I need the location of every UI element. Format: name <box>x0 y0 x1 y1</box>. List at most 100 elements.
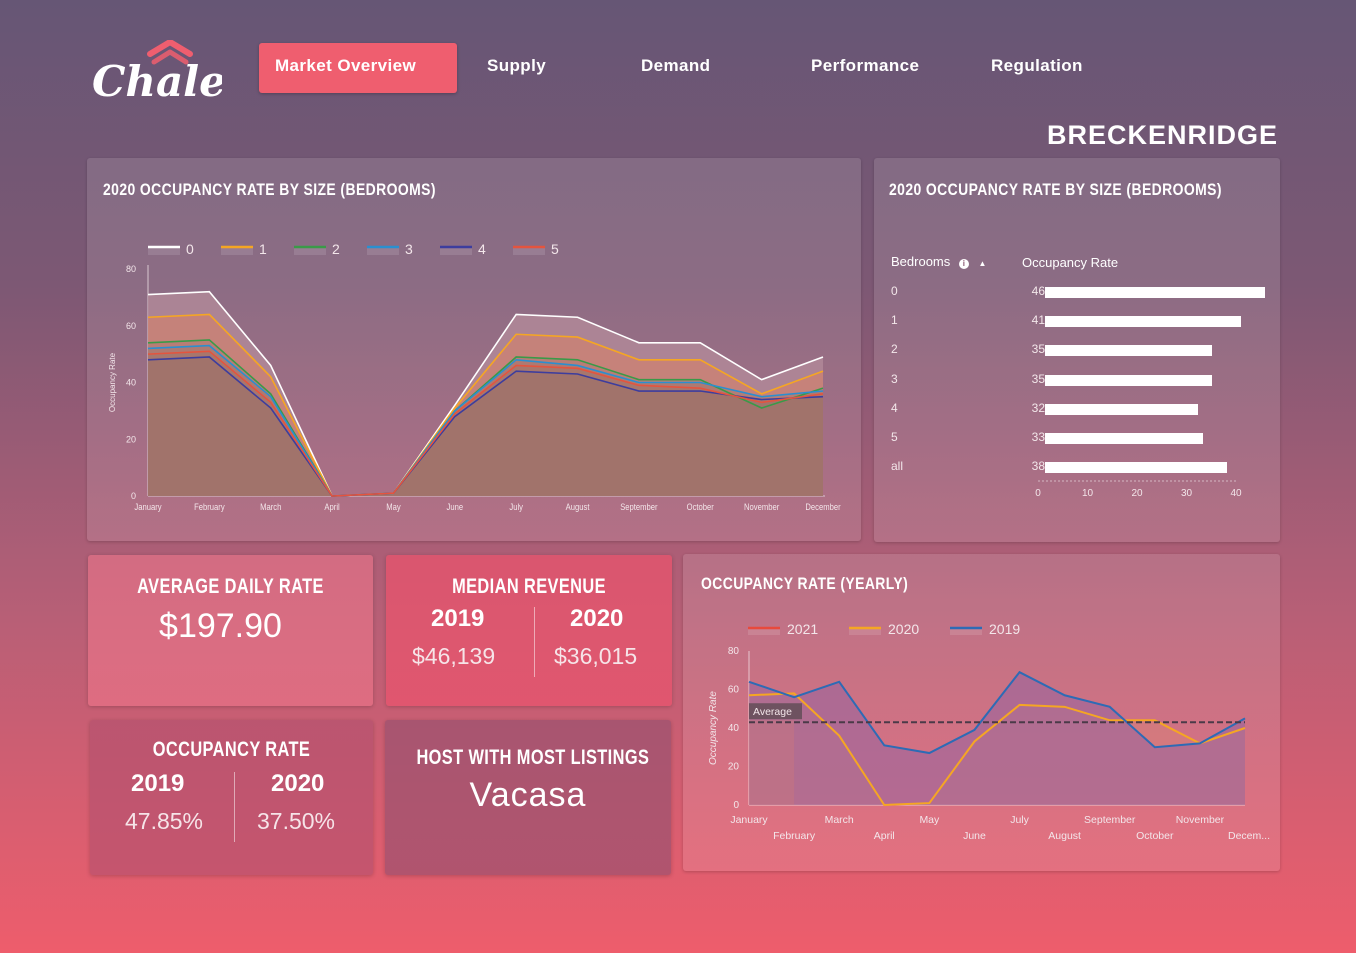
x-tick-label: August <box>566 501 590 512</box>
y-tick-label: 0 <box>733 800 739 811</box>
card-title: AVERAGE DAILY RATE <box>137 575 324 598</box>
average-daily-rate-card: AVERAGE DAILY RATE $197.90 <box>88 555 373 706</box>
legend-swatch-bg <box>148 246 180 255</box>
occupancy-rate-card: OCCUPANCY RATE 2019 2020 47.85% 37.50% <box>90 720 373 875</box>
panel-title: 2020 OCCUPANCY RATE BY SIZE (BEDROOMS) <box>103 180 436 199</box>
table-row-bar <box>1045 374 1213 386</box>
x-tick-label: February <box>773 830 816 842</box>
host-most-listings-card: HOST WITH MOST LISTINGS Vacasa <box>385 720 671 875</box>
yearly-occupancy-chart[interactable]: 0 20 40 60 80 Occupancy Rate January February Ma… <box>683 554 1280 871</box>
col-header-occupancy-rate: Occupancy Rate <box>1022 255 1119 270</box>
series-0-line <box>147 290 824 497</box>
table-row-bar <box>1045 462 1227 474</box>
x-tick-label: July <box>509 501 523 512</box>
card-title: OCCUPANCY RATE <box>152 738 311 761</box>
occupancy-2019-value: 47.85% <box>125 808 204 834</box>
series-3-line <box>147 344 824 497</box>
revenue-2019-value: $46,139 <box>412 643 496 669</box>
y-tick-label: 80 <box>728 646 740 657</box>
x-tick-label: October <box>1136 830 1174 842</box>
panel-title: OCCUPANCY RATE (YEARLY) <box>701 574 909 593</box>
y-axis-label: Occupancy Rate <box>108 352 117 412</box>
y-tick-label: 20 <box>126 434 136 444</box>
adr-value: $197.90 <box>159 607 282 645</box>
table-row-rate-value: 35 <box>1031 371 1045 386</box>
series-2019-area <box>749 672 1245 805</box>
sort-ascending-icon[interactable]: ▲ <box>978 259 987 268</box>
y-tick-label: 40 <box>728 723 740 734</box>
y-tick-label: 80 <box>126 264 136 274</box>
table-row-bar <box>1045 433 1203 444</box>
col-header-bedrooms-label: Bedrooms <box>891 254 951 269</box>
x-tick-label: January <box>134 501 162 512</box>
table-row-bar <box>1045 345 1213 357</box>
table-row-rate-value: 41 <box>1031 313 1045 328</box>
series-1-line <box>147 313 824 497</box>
occupancy-2020-value: 37.50% <box>257 808 336 834</box>
occupancy-by-size-chart-panel: 2020 OCCUPANCY RATE BY SIZE (BEDROOMS) 0… <box>87 158 861 541</box>
col-header-bedrooms[interactable]: Bedrooms i ▲ <box>891 254 986 269</box>
table-row-rate-value: 35 <box>1031 342 1045 357</box>
legend-swatch-bg <box>748 627 780 635</box>
series-5-line <box>147 350 824 497</box>
occupancy-by-size-table-panel: 2020 OCCUPANCY RATE BY SIZE (BEDROOMS) B… <box>874 158 1280 542</box>
legend-swatch-bg <box>950 627 982 635</box>
table-row-bedrooms: 3 <box>891 371 898 386</box>
y-tick-label: 60 <box>728 685 740 696</box>
x-tick-label: February <box>194 501 225 512</box>
x-tick-label: 20 <box>1131 488 1143 499</box>
x-tick-label: 30 <box>1181 488 1193 499</box>
legend-label: 2020 <box>888 621 919 637</box>
table-row-bedrooms: 0 <box>891 284 898 298</box>
legend-label: 2019 <box>989 621 1020 637</box>
series-4-line <box>147 356 824 497</box>
x-tick-label: March <box>260 501 282 512</box>
yearly-occupancy-panel: OCCUPANCY RATE (YEARLY) 0 20 40 60 80 Occupan… <box>683 554 1280 871</box>
y-axis-label: Occupancy Rate <box>708 691 719 765</box>
x-tick-label: January <box>730 814 768 826</box>
nav-demand[interactable]: Demand <box>641 56 711 75</box>
x-tick-label: 0 <box>1035 488 1041 499</box>
x-tick-label: June <box>447 501 464 512</box>
x-tick-label: Decem... <box>1228 830 1270 842</box>
legend-label: 2 <box>332 241 340 257</box>
table-row-bedrooms: 1 <box>891 313 898 328</box>
x-tick-label: September <box>1084 814 1136 826</box>
revenue-2020-value: $36,015 <box>554 643 638 669</box>
year-2020-label: 2020 <box>271 770 325 797</box>
nav-regulation[interactable]: Regulation <box>991 56 1083 75</box>
x-tick-label: 10 <box>1082 488 1094 499</box>
x-tick-label: June <box>963 830 986 842</box>
legend-label: 0 <box>186 241 194 257</box>
x-tick-label: May <box>386 501 401 512</box>
legend-swatch-bg <box>294 246 326 255</box>
brand-name: Chalet <box>92 57 222 106</box>
legend-swatch-bg <box>440 246 472 255</box>
table-row-bedrooms: all <box>891 459 904 474</box>
table-row-bar <box>1045 316 1242 328</box>
legend-label: 3 <box>405 241 413 257</box>
legend-swatch-bg <box>513 246 545 255</box>
y-tick-label: 60 <box>126 321 136 331</box>
nav-supply[interactable]: Supply <box>487 56 547 75</box>
series-2019-line <box>748 670 1246 755</box>
year-2019-label: 2019 <box>131 770 185 797</box>
table-row-rate-value: 33 <box>1031 430 1045 444</box>
x-tick-label: November <box>1176 814 1225 826</box>
highlight-band <box>749 720 795 805</box>
table-row-bar <box>1045 403 1199 415</box>
median-revenue-card: MEDIAN REVENUE 2019 2020 $46,139 $36,015 <box>386 555 672 706</box>
x-tick-label: December <box>805 501 840 512</box>
x-tick-label: March <box>825 814 854 826</box>
divider <box>534 607 535 677</box>
legend-label: 5 <box>551 241 559 257</box>
chalet-logo[interactable]: Chalet <box>92 39 245 106</box>
table-row-bedrooms: 5 <box>891 430 898 444</box>
average-label-bg <box>749 703 802 720</box>
nav-market-overview[interactable]: Market Overview <box>259 43 457 93</box>
legend-swatch-bg <box>849 627 881 635</box>
nav-performance[interactable]: Performance <box>811 56 920 75</box>
x-tick-label: April <box>324 501 339 512</box>
legend-swatch-bg <box>367 246 399 255</box>
